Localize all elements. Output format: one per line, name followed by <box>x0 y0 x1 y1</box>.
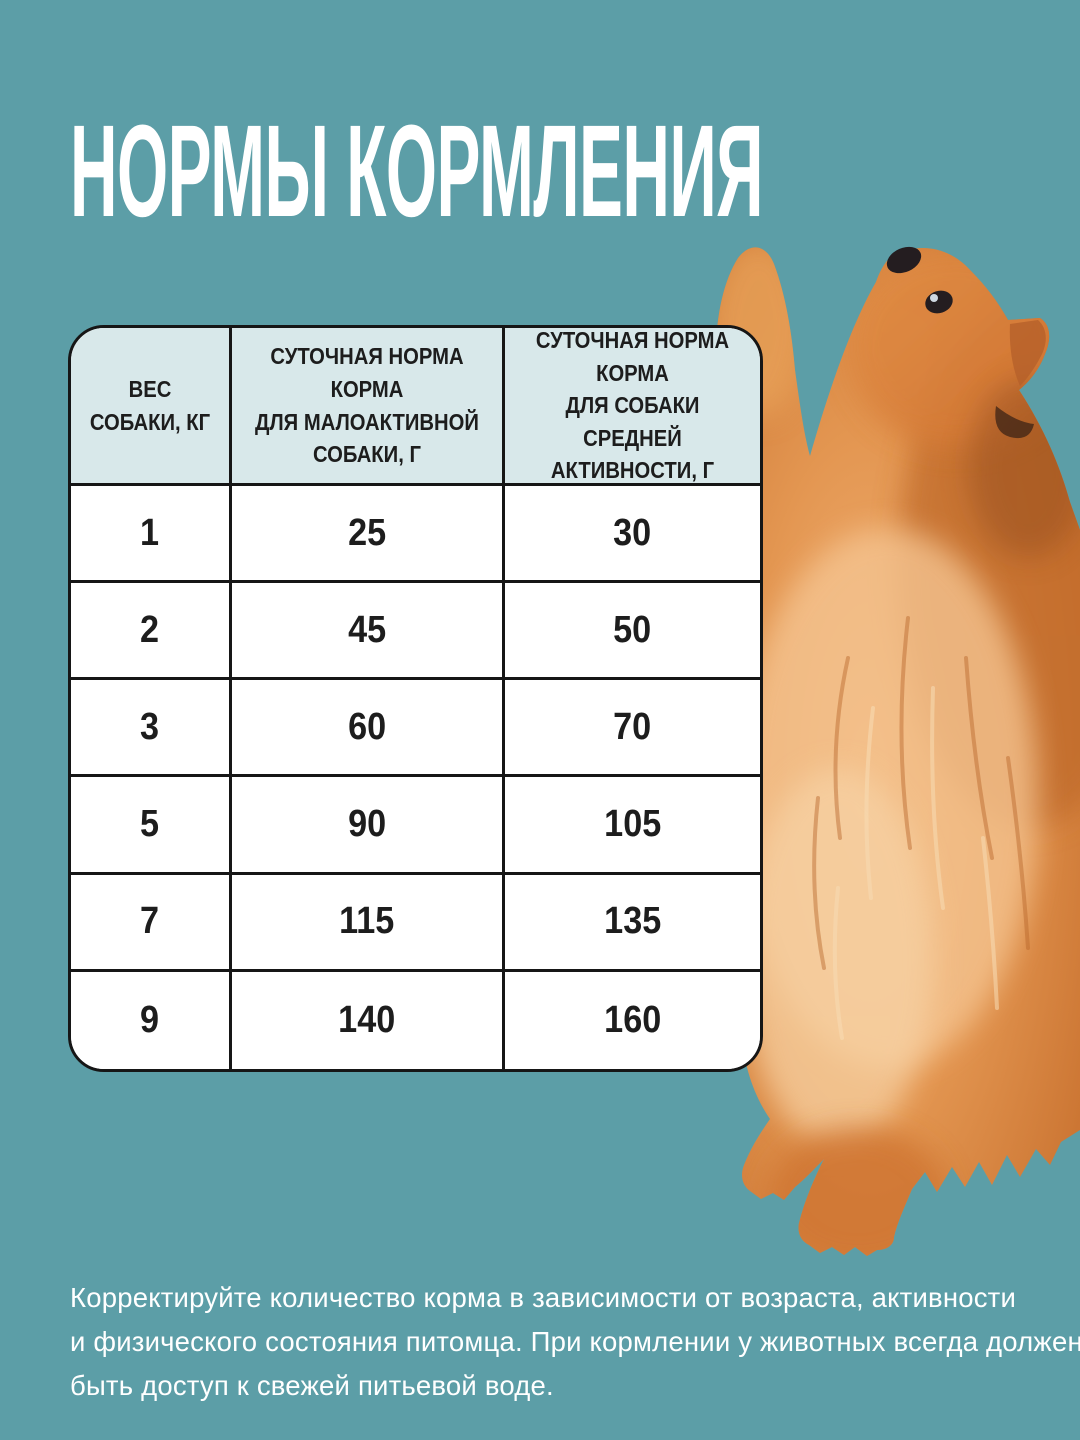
dog-mouth-icon <box>995 406 1034 439</box>
table-cell-medium: 70 <box>505 680 760 778</box>
header-low-activity: СУТОЧНАЯ НОРМА КОРМА ДЛЯ МАЛОАКТИВНОЙ СО… <box>232 328 505 486</box>
table-cell-weight: 3 <box>71 680 232 778</box>
table-cell-low: 140 <box>232 971 505 1069</box>
table-cell-weight: 2 <box>71 583 232 681</box>
dog-ear-icon <box>1009 320 1046 386</box>
table-cell-low: 25 <box>232 486 505 584</box>
page-title-text: НОРМЫ КОРМЛЕНИЯ <box>70 118 763 230</box>
table-cell-weight: 7 <box>71 874 232 972</box>
dog-eye-icon <box>925 290 953 314</box>
table-cell-medium: 105 <box>505 777 760 875</box>
feeding-norms-table: ВЕС СОБАКИ, КГ СУТОЧНАЯ НОРМА КОРМА ДЛЯ … <box>68 325 763 1072</box>
header-medium-activity: СУТОЧНАЯ НОРМА КОРМА ДЛЯ СОБАКИ СРЕДНЕЙ … <box>505 328 760 486</box>
dog-shading <box>716 247 1080 1257</box>
table-cell-medium: 135 <box>505 874 760 972</box>
footnote-text: Корректируйте количество корма в зависим… <box>70 1282 1080 1401</box>
table-cell-weight: 1 <box>71 486 232 584</box>
dog-photo <box>716 246 1080 1257</box>
table-cell-medium: 50 <box>505 583 760 681</box>
table-cell-low: 45 <box>232 583 505 681</box>
table-cell-medium: 30 <box>505 486 760 584</box>
table-cell-weight: 5 <box>71 777 232 875</box>
table-cell-weight: 9 <box>71 971 232 1069</box>
dog-nose-icon <box>886 246 922 274</box>
table-cell-medium: 160 <box>505 971 760 1069</box>
table-cell-low: 115 <box>232 874 505 972</box>
header-dog-weight: ВЕС СОБАКИ, КГ <box>71 328 232 486</box>
table-cell-low: 60 <box>232 680 505 778</box>
table-cell-low: 90 <box>232 777 505 875</box>
page-title: НОРМЫ КОРМЛЕНИЯ <box>70 118 764 230</box>
